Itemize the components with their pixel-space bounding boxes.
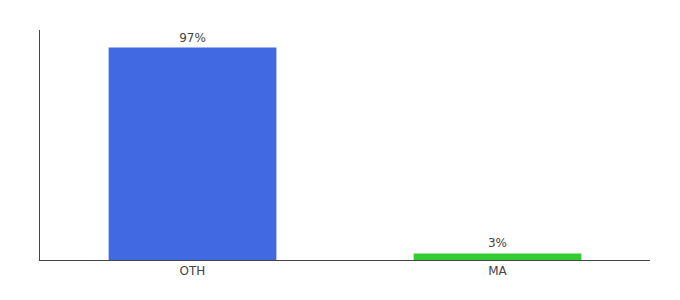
svg-text:MA: MA (488, 264, 507, 278)
svg-text:OTH: OTH (180, 264, 206, 278)
svg-text:3%: 3% (488, 236, 507, 250)
svg-text:97%: 97% (179, 31, 206, 45)
